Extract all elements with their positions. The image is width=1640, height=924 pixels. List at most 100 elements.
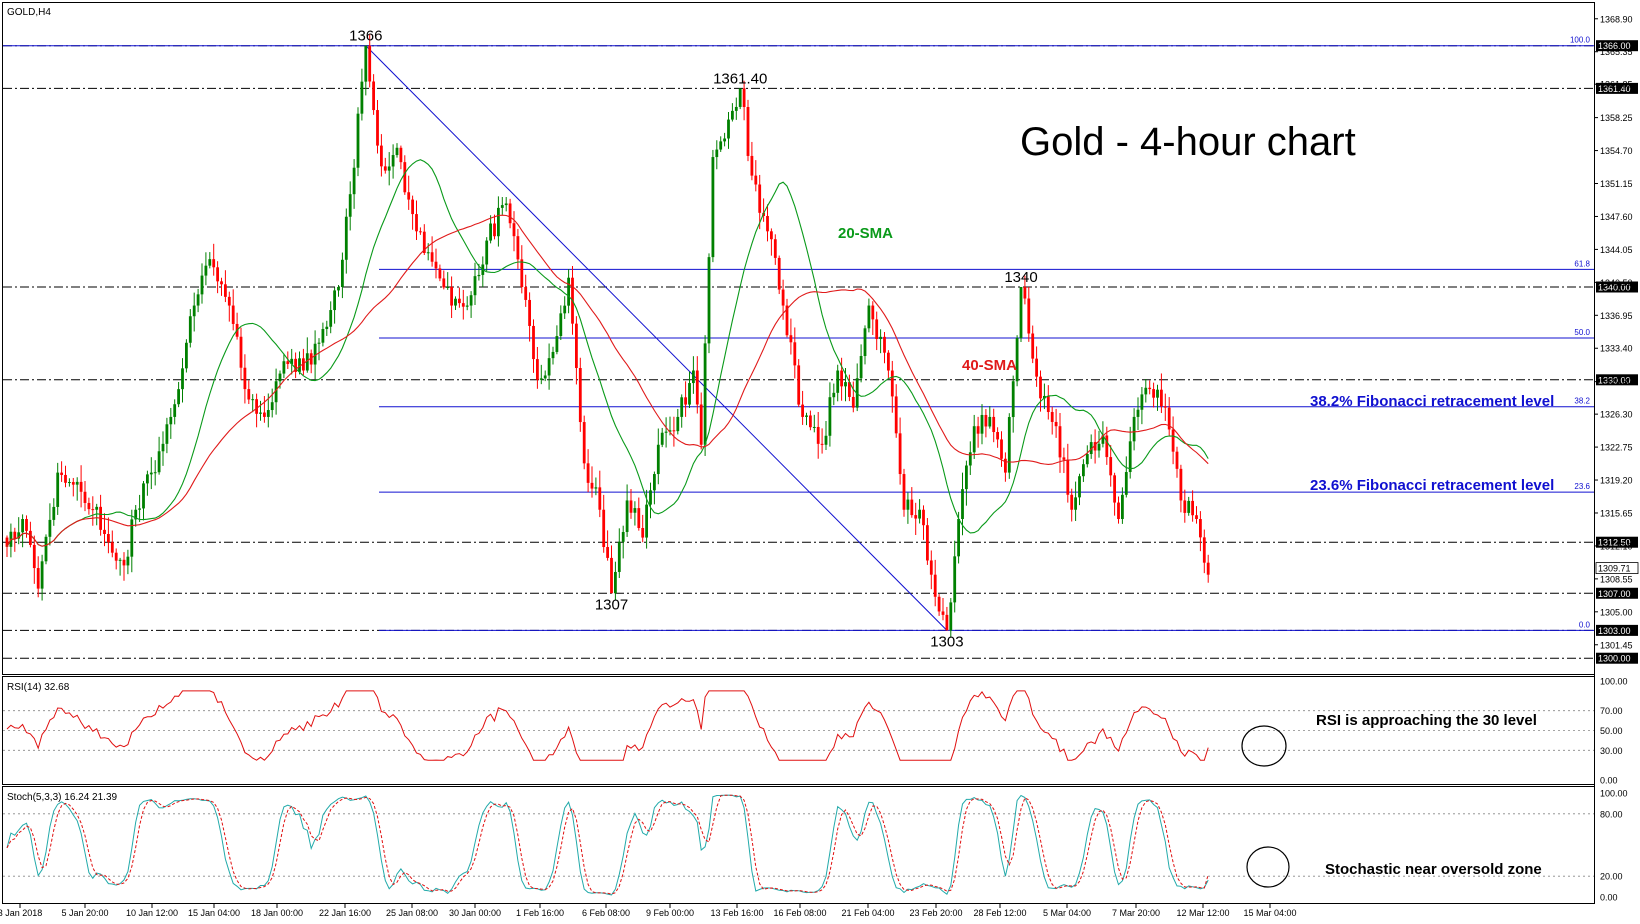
candle-body — [305, 353, 309, 371]
candle-body — [83, 491, 87, 503]
candle-body — [723, 138, 726, 142]
candle-body — [1171, 429, 1175, 452]
candle-body — [536, 359, 539, 380]
price-level-label: 1307.00 — [1598, 589, 1631, 599]
candle-body — [1175, 451, 1179, 469]
candle-body — [957, 519, 960, 557]
candle-body — [699, 404, 703, 445]
candle-body — [1187, 500, 1191, 513]
candle-body — [1050, 412, 1054, 422]
candle-body — [352, 167, 356, 195]
candle-body — [227, 296, 231, 306]
fib-level-label: 100.0 — [1570, 36, 1591, 45]
candle-body — [653, 474, 656, 491]
candle-body — [766, 215, 769, 232]
candle-body — [918, 509, 921, 519]
price-level-box — [1596, 82, 1638, 94]
candle-body — [1035, 358, 1038, 377]
price-tick-label: 1351.15 — [1600, 179, 1633, 189]
candle-body — [309, 353, 313, 365]
candle-body — [1043, 395, 1046, 399]
candle-body — [290, 358, 294, 365]
candle-body — [742, 88, 746, 108]
price-level-box — [1596, 40, 1638, 52]
candle-body — [177, 389, 180, 405]
candle-body — [259, 412, 262, 414]
candle-body — [933, 574, 937, 597]
time-tick-label: 10 Jan 12:00 — [126, 908, 178, 918]
candle-body — [672, 430, 676, 432]
rsi-tick-label: 30.00 — [1600, 746, 1623, 756]
candle-body — [1199, 519, 1202, 538]
candle-body — [773, 239, 777, 258]
candle-body — [828, 397, 832, 436]
candle-body — [524, 286, 528, 300]
candle-body — [848, 382, 851, 397]
candle-body — [1054, 421, 1058, 427]
candle-body — [231, 305, 235, 324]
price-tick-label: 1347.60 — [1600, 212, 1633, 222]
candle-body — [1031, 333, 1035, 359]
candle-body — [781, 289, 785, 306]
fib236-annotation: 23.6% Fibonacci retracement level — [1310, 477, 1554, 494]
candle-body — [263, 412, 266, 417]
candle-body — [559, 313, 563, 337]
candle-body — [247, 389, 251, 400]
candle-body — [851, 396, 855, 408]
candle-body — [610, 557, 613, 594]
candle-body — [286, 361, 290, 365]
candle-body — [500, 205, 504, 208]
candle-body — [789, 335, 793, 343]
candle-body — [1179, 468, 1183, 501]
candle-body — [528, 299, 531, 326]
candle-body — [902, 474, 906, 510]
candle-body — [532, 325, 535, 360]
candle-body — [844, 382, 847, 387]
candle-body — [1124, 472, 1128, 495]
candle-body — [465, 305, 469, 307]
candle-body — [196, 294, 200, 306]
candle-body — [138, 508, 141, 510]
sma20-line — [6, 159, 1209, 548]
current-price-label: 1309.71 — [1598, 564, 1631, 574]
time-tick-label: 25 Jan 08:00 — [386, 908, 438, 918]
peak-label: 1307 — [595, 596, 628, 613]
candle-body — [243, 367, 247, 390]
time-tick-label: 13 Feb 16:00 — [710, 908, 763, 918]
fibonacci-levels: 100.0 61.8 50.0 38.2 23.6 0.0 — [3, 36, 1594, 631]
time-tick-label: 23 Feb 20:00 — [909, 908, 962, 918]
candle-body — [953, 556, 957, 603]
candle-body — [793, 342, 797, 366]
peak-label: 1340 — [1004, 269, 1037, 286]
candle-body — [251, 399, 255, 401]
price-tick-label: 1322.75 — [1600, 443, 1633, 453]
candle-body — [649, 490, 652, 505]
candle-body — [1058, 426, 1062, 458]
candle-body — [153, 472, 157, 474]
candle-body — [142, 483, 145, 509]
candle-body — [1078, 476, 1081, 498]
peak-label: 1361.40 — [713, 70, 767, 87]
price-tick-label: 1340.50 — [1600, 278, 1633, 288]
candle-body — [1163, 406, 1167, 408]
stoch-pane-frame — [2, 786, 1595, 904]
time-tick-label: 1 Feb 16:00 — [516, 908, 564, 918]
candle-body — [422, 231, 426, 253]
sma40-annotation: 40-SMA — [962, 357, 1017, 374]
candle-body — [270, 402, 274, 411]
candle-body — [1085, 454, 1089, 465]
candle-body — [711, 157, 715, 258]
candle-body — [929, 560, 933, 575]
time-tick-label: 30 Jan 00:00 — [449, 908, 501, 918]
candle-body — [883, 336, 886, 353]
candle-body — [945, 614, 949, 631]
time-tick-label: 9 Feb 00:00 — [646, 908, 694, 918]
candle-body — [1167, 407, 1171, 430]
candle-body — [1191, 500, 1194, 516]
candle-body — [1082, 464, 1085, 477]
candle-body — [645, 504, 648, 538]
candle-body — [325, 326, 329, 330]
stoch-signal-line — [6, 794, 1209, 895]
candle-body — [715, 149, 719, 158]
candle-body — [17, 532, 21, 539]
